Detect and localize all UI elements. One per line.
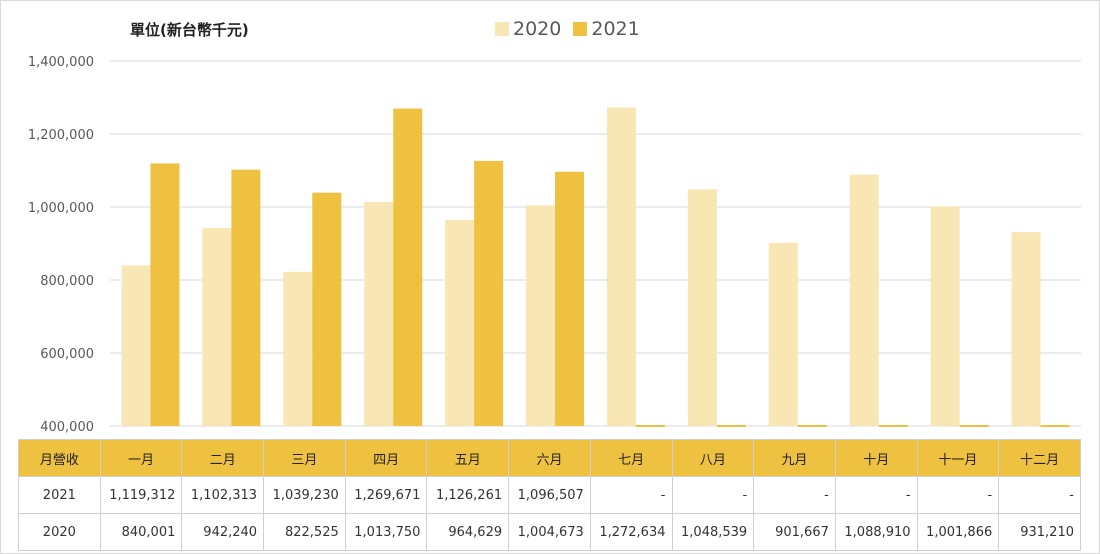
table-cell: 1,088,910	[834, 513, 918, 551]
legend-swatch-2021	[573, 22, 588, 36]
table-cell: 1,119,312	[99, 476, 183, 514]
legend-item-2020: 2020	[495, 18, 561, 40]
legend: 2020 2021	[495, 18, 652, 40]
table-cell: 931,210	[998, 513, 1081, 551]
table-cell: 1,001,866	[916, 513, 1000, 551]
y-tick-label: 600,000	[40, 347, 94, 362]
table-cell: -	[753, 476, 836, 514]
bar-2020	[768, 242, 798, 426]
bar-2021	[312, 192, 342, 426]
bar-2020	[849, 174, 879, 426]
table-cell: -	[998, 476, 1081, 514]
table-row: 2021 1,119,312 1,102,313 1,039,230 1,269,671…	[18, 476, 1081, 514]
table-month-header: 二月	[181, 439, 265, 477]
table-cell: 1,269,671	[344, 476, 428, 514]
table-cell: 1,039,230	[263, 476, 346, 514]
table-month-header: 三月	[263, 439, 346, 477]
table-month-header: 十月	[834, 439, 918, 477]
bar-2021	[150, 163, 180, 427]
table-month-header: 八月	[671, 439, 755, 477]
table-cell: 1,102,313	[181, 476, 265, 514]
bar-2020	[445, 219, 475, 426]
table-header-label: 月營收	[18, 439, 101, 477]
y-tick-label: 400,000	[40, 420, 94, 435]
bar-2020	[283, 271, 313, 426]
table-header-row: 月營收 一月 二月 三月 四月 五月 六月 七月 八月 九月 十月 十一月 十二月	[18, 439, 1081, 477]
table-cell: 1,126,261	[426, 476, 510, 514]
table-month-header: 一月	[99, 439, 183, 477]
data-table: 月營收 一月 二月 三月 四月 五月 六月 七月 八月 九月 十月 十一月 十二月 2021 1,119,3…	[18, 439, 1081, 551]
bar-2020	[121, 265, 151, 426]
legend-swatch-2020	[495, 22, 509, 36]
legend-item-2021: 2021	[573, 18, 640, 40]
table-cell: 964,629	[426, 513, 510, 551]
table-cell: 822,525	[263, 513, 346, 551]
bar-2020	[526, 205, 556, 426]
bar-2021	[555, 171, 585, 426]
bar-chart: 400,000 600,000 800,000 1,000,000 1,200,000 1…	[28, 55, 1081, 435]
table-cell: 942,240	[181, 513, 265, 551]
table-cell: -	[916, 476, 1000, 514]
table-cell: 840,001	[99, 513, 183, 551]
unit-label: 單位(新台幣千元)	[130, 21, 249, 39]
bar-2020	[202, 228, 232, 426]
table-month-header: 六月	[508, 439, 591, 477]
table-month-header: 七月	[589, 439, 673, 477]
bar-2020	[930, 206, 960, 426]
table-month-header: 九月	[753, 439, 836, 477]
y-tick-label: 1,000,000	[28, 201, 94, 216]
bar-2020	[606, 107, 636, 426]
table-month-header: 五月	[426, 439, 510, 477]
table-month-header: 十一月	[916, 439, 1000, 477]
y-tick-label: 1,400,000	[28, 55, 94, 70]
table-cell: 901,667	[753, 513, 836, 551]
table-cell: -	[671, 476, 755, 514]
bar-2020	[364, 201, 394, 426]
table-row-label: 2020	[18, 513, 101, 551]
table-cell: 1,013,750	[344, 513, 428, 551]
table-month-header: 十二月	[998, 439, 1081, 477]
bar-2020	[1011, 232, 1041, 426]
bar-2021	[231, 169, 261, 426]
table-cell: 1,004,673	[508, 513, 591, 551]
legend-label-2020: 2020	[513, 18, 562, 40]
bar-2021	[393, 108, 423, 427]
table-cell: 1,096,507	[508, 476, 591, 514]
table-row: 2020 840,001 942,240 822,525 1,013,750 964,62…	[18, 513, 1081, 551]
y-tick-label: 800,000	[40, 274, 94, 289]
y-tick-label: 1,200,000	[28, 128, 94, 143]
table-cell: -	[834, 476, 918, 514]
bar-2020	[687, 189, 717, 426]
table-row-label: 2021	[18, 476, 101, 514]
legend-label-2021: 2021	[591, 18, 640, 40]
bar-2021	[474, 160, 504, 426]
table-cell: 1,048,539	[671, 513, 755, 551]
table-cell: 1,272,634	[589, 513, 673, 551]
table-cell: -	[589, 476, 673, 514]
table-month-header: 四月	[344, 439, 428, 477]
